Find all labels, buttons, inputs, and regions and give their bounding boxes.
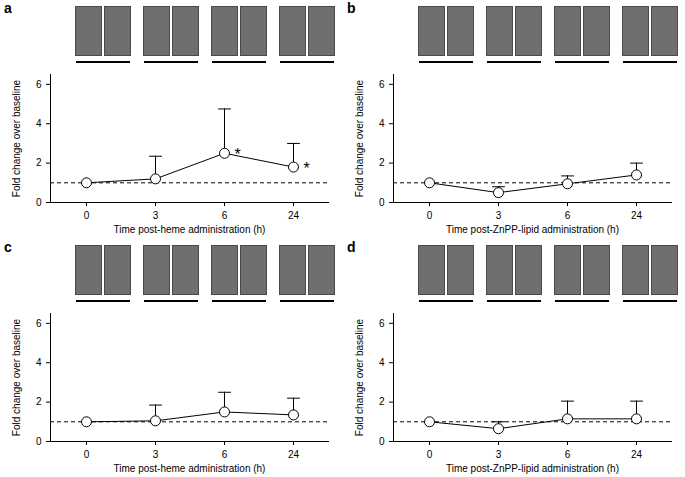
html-text:b: b	[347, 0, 356, 16]
svg-text:24: 24	[288, 210, 300, 221]
svg-text:Time post-ZnPP-lipid administr: Time post-ZnPP-lipid administration (h)	[446, 463, 619, 474]
svg-text:4: 4	[379, 357, 385, 368]
svg-text:2: 2	[36, 157, 42, 168]
svg-text:0: 0	[84, 449, 90, 460]
svg-text:3: 3	[496, 449, 502, 460]
svg-text:0: 0	[379, 436, 385, 447]
svg-text:6: 6	[379, 318, 385, 329]
svg-text:Time post-ZnPP-lipid administr: Time post-ZnPP-lipid administration (h)	[446, 224, 619, 235]
svg-text:*: *	[304, 160, 310, 177]
svg-text:0: 0	[379, 197, 385, 208]
svg-text:0: 0	[36, 197, 42, 208]
svg-text:0: 0	[427, 210, 433, 221]
html-text:d: d	[347, 239, 356, 255]
svg-text:0: 0	[427, 449, 433, 460]
svg-text:3: 3	[496, 210, 502, 221]
svg-text:6: 6	[222, 449, 228, 460]
svg-text:Fold change over baseline: Fold change over baseline	[354, 318, 365, 436]
svg-text:24: 24	[631, 210, 643, 221]
svg-text:Fold change over baseline: Fold change over baseline	[11, 318, 22, 436]
svg-text:4: 4	[36, 118, 42, 129]
svg-text:Fold change over baseline: Fold change over baseline	[354, 79, 365, 197]
html-text:c: c	[4, 239, 12, 255]
svg-text:6: 6	[565, 210, 571, 221]
svg-text:Time post-heme administration: Time post-heme administration (h)	[114, 224, 266, 235]
svg-text:6: 6	[222, 210, 228, 221]
svg-text:6: 6	[379, 79, 385, 90]
svg-text:6: 6	[565, 449, 571, 460]
svg-text:6: 6	[36, 318, 42, 329]
svg-text:3: 3	[153, 449, 159, 460]
svg-text:3: 3	[153, 210, 159, 221]
svg-text:4: 4	[36, 357, 42, 368]
svg-text:Time post-heme administration: Time post-heme administration (h)	[114, 463, 266, 474]
svg-text:0: 0	[36, 436, 42, 447]
html-text:a: a	[4, 0, 12, 16]
svg-text:2: 2	[379, 157, 385, 168]
svg-text:2: 2	[36, 396, 42, 407]
svg-text:*: *	[235, 146, 241, 163]
svg-text:6: 6	[36, 79, 42, 90]
svg-text:24: 24	[631, 449, 643, 460]
svg-text:0: 0	[84, 210, 90, 221]
svg-text:4: 4	[379, 118, 385, 129]
svg-text:2: 2	[379, 396, 385, 407]
svg-text:24: 24	[288, 449, 300, 460]
svg-text:Fold change over baseline: Fold change over baseline	[11, 79, 22, 197]
